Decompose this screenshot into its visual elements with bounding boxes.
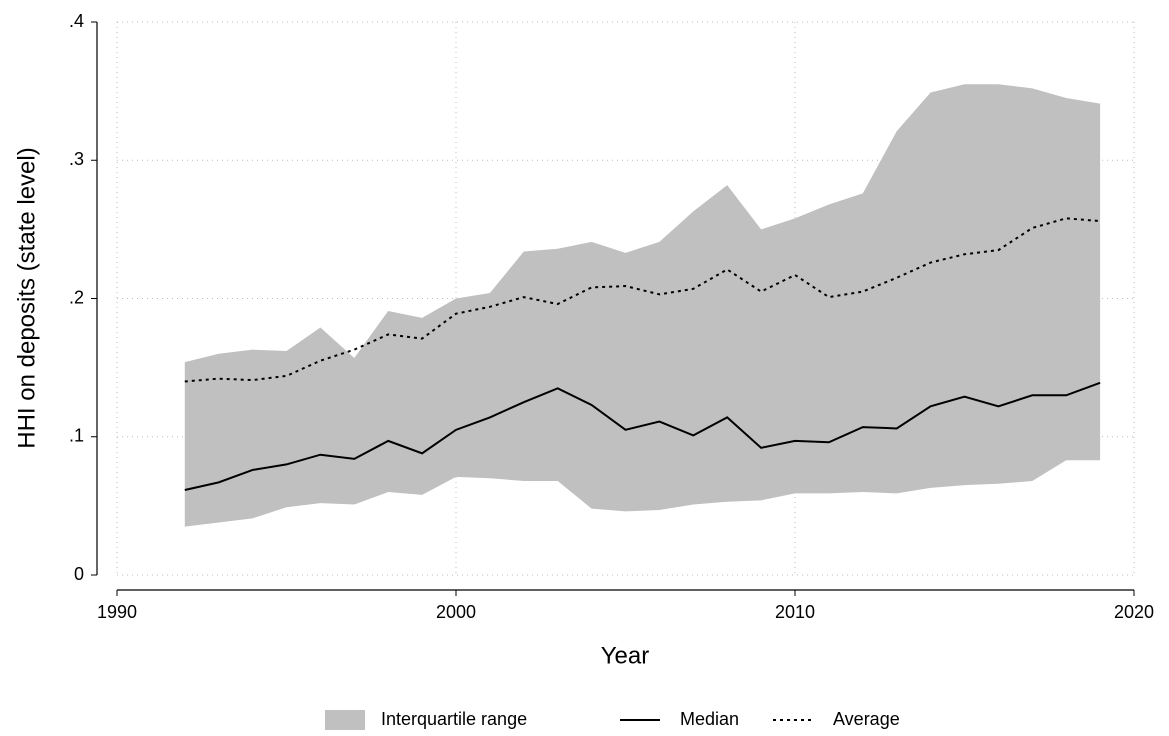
legend-label: Median: [680, 709, 739, 729]
x-axis-label: Year: [601, 642, 650, 669]
legend-label: Interquartile range: [381, 709, 527, 729]
y-tick-label: .1: [69, 426, 84, 446]
legend-swatch: [325, 710, 365, 730]
y-tick-label: .2: [69, 287, 84, 307]
x-tick-label: 2000: [436, 602, 476, 622]
legend-label: Average: [833, 709, 900, 729]
iqr-band: [184, 84, 1101, 527]
x-tick-label: 1990: [97, 602, 137, 622]
line: [184, 381, 1101, 491]
y-tick-label: .3: [69, 149, 84, 169]
y-tick-label: 0: [74, 564, 84, 584]
x-tick-label: 2020: [1114, 602, 1154, 622]
y-tick-label: .4: [69, 11, 84, 31]
x-tick-label: 2010: [775, 602, 815, 622]
y-axis-label: HHI on deposits (state level): [13, 147, 40, 448]
